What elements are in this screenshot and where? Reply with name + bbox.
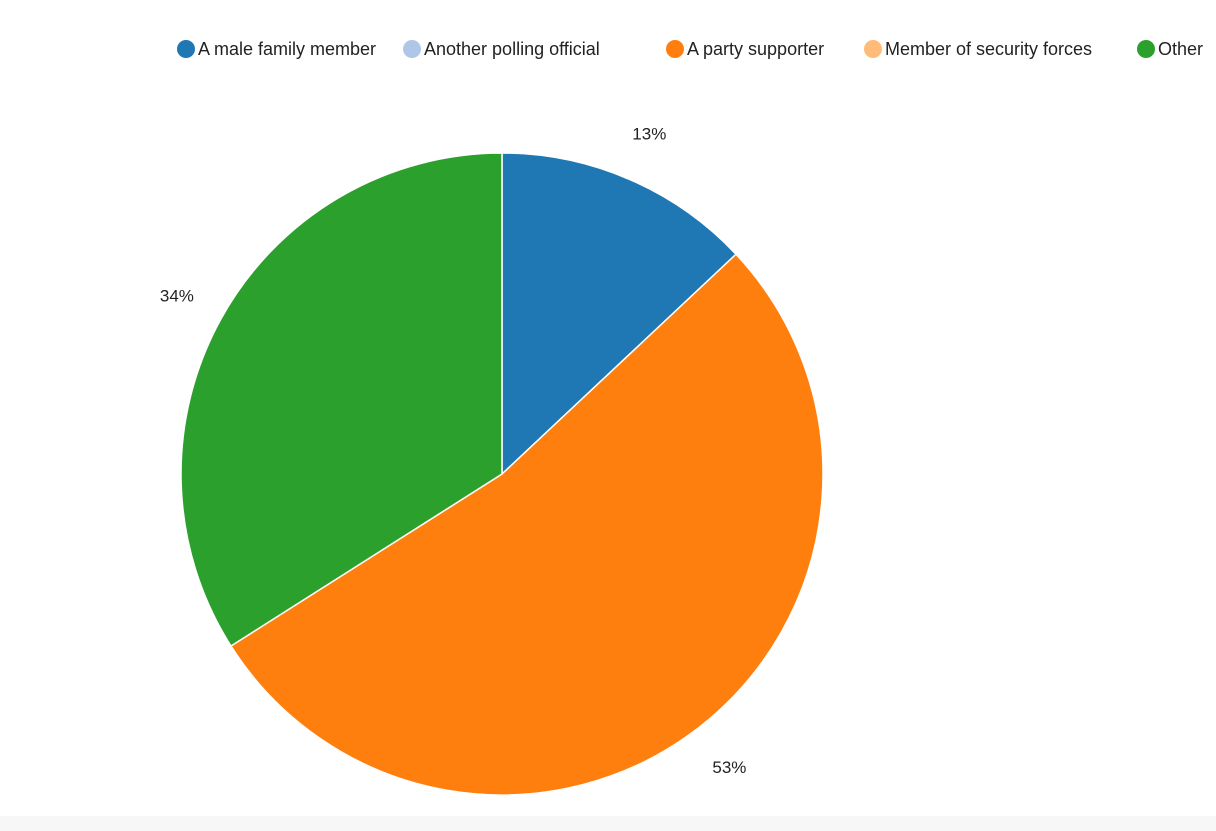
legend-item-another-polling-official[interactable]: Another polling official — [403, 39, 600, 59]
legend-swatch-other — [1137, 40, 1155, 58]
pie-slice-other[interactable] — [180, 152, 503, 648]
legend-item-member-of-security-forces[interactable]: Member of security forces — [864, 39, 1092, 59]
legend-swatch-another-polling-official — [403, 40, 421, 58]
pie-slice-a-male-family-member[interactable] — [501, 152, 738, 476]
pie-value-label-other: 34% — [160, 286, 194, 305]
legend-item-a-male-family-member[interactable]: A male family member — [177, 39, 376, 59]
legend-item-other[interactable]: Other — [1137, 39, 1203, 59]
bottom-strip — [0, 816, 1216, 831]
chart-legend: A male family member Another polling offi… — [177, 39, 1203, 59]
legend-label-a-male-family-member: A male family member — [198, 39, 376, 59]
legend-label-other: Other — [1158, 39, 1203, 59]
legend-label-a-party-supporter: A party supporter — [687, 39, 824, 59]
pie-slices — [180, 152, 824, 796]
legend-label-another-polling-official: Another polling official — [424, 39, 600, 59]
pie-value-labels: 13% 53% 34% — [160, 125, 747, 778]
legend-label-member-of-security-forces: Member of security forces — [885, 39, 1092, 59]
legend-swatch-member-of-security-forces — [864, 40, 882, 58]
pie-value-label-a-party-supporter: 53% — [712, 758, 746, 777]
pie-slice-a-party-supporter[interactable] — [229, 253, 824, 796]
legend-item-a-party-supporter[interactable]: A party supporter — [666, 39, 824, 59]
legend-swatch-a-party-supporter — [666, 40, 684, 58]
legend-swatch-a-male-family-member — [177, 40, 195, 58]
pie-value-label-a-male-family-member: 13% — [632, 125, 666, 144]
